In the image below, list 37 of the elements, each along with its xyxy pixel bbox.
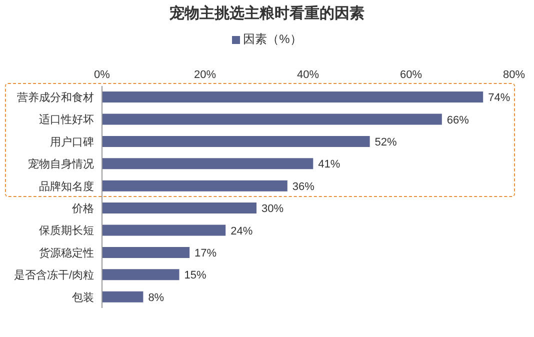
bar [102, 202, 256, 214]
x-tick-label: 40% [296, 69, 320, 81]
x-tick-label: 60% [400, 69, 422, 81]
y-tick-label: 适口性好坏 [39, 113, 94, 126]
bar [102, 246, 190, 258]
text: 30% [262, 203, 284, 216]
text: 52% [374, 136, 397, 148]
y-tick-label: 货源稳定性 [39, 246, 94, 260]
y-tick-label: 用户口碑 [50, 135, 94, 148]
bar [102, 269, 180, 280]
y-tick-label: 包装 [72, 290, 94, 304]
x-tick-label: 20% [194, 69, 216, 81]
text: 17% [194, 247, 217, 260]
text: 41% [318, 158, 340, 171]
y-tick-label: 保质期长短 [39, 224, 94, 238]
x-tick-label: 0% [94, 69, 110, 81]
text: 66% [446, 114, 469, 126]
text: 15% [184, 270, 206, 282]
bar [102, 158, 314, 170]
y-tick-label: 是否含冻干/肉粒 [14, 268, 94, 282]
text: 74% [488, 92, 510, 104]
y-tick-label: 营养成分和食材 [17, 91, 94, 104]
bar [102, 224, 226, 236]
chart-title: 宠物主挑选主粮时看重的因素 [168, 4, 366, 23]
bar [102, 92, 484, 103]
bar [102, 114, 442, 125]
bar [102, 136, 370, 147]
bar [102, 180, 288, 192]
x-tick-label: 80% [502, 69, 526, 81]
text: 8% [148, 292, 164, 304]
legend-label: 因素（%） [242, 31, 302, 48]
text: 24% [230, 225, 253, 238]
bar [102, 291, 144, 302]
text: 36% [292, 180, 314, 193]
y-tick-label: 价格 [71, 203, 94, 216]
y-tick-label: 品牌知名度 [39, 180, 94, 193]
y-tick-label: 宠物自身情况 [28, 158, 94, 171]
